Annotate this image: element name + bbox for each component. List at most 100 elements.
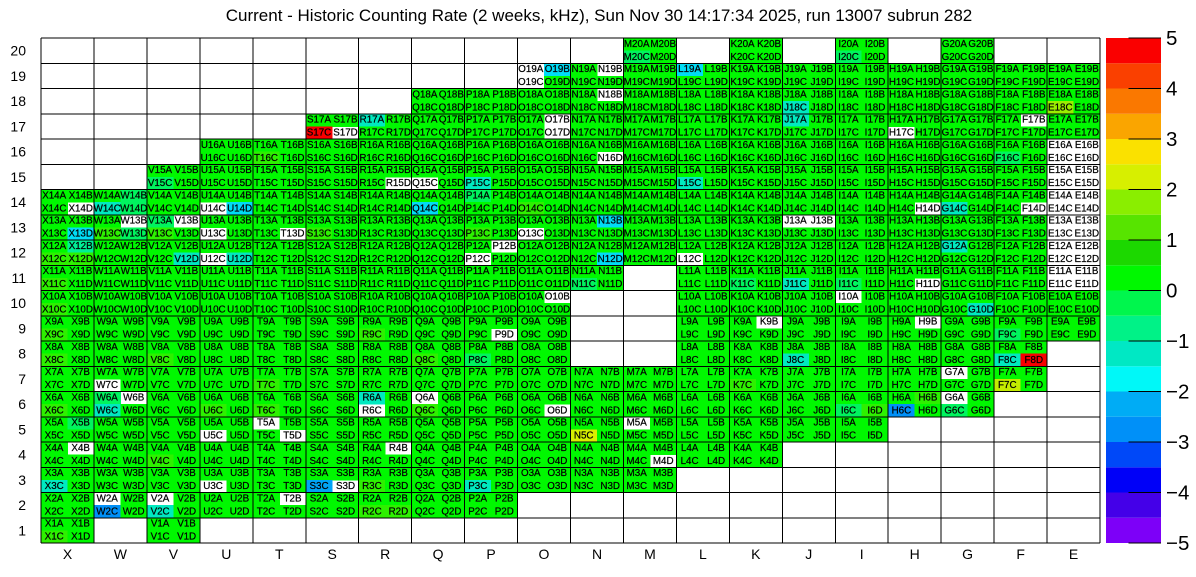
svg-text:F9C: F9C — [998, 330, 1017, 341]
svg-text:Current - Historic Counting Ra: Current - Historic Counting Rate (2 week… — [226, 6, 973, 25]
svg-text:M20B: M20B — [650, 39, 676, 50]
svg-text:P15B: P15B — [492, 165, 516, 176]
svg-text:K6C: K6C — [733, 405, 752, 416]
svg-text:O13A: O13A — [518, 216, 544, 227]
svg-text:G9A: G9A — [945, 317, 965, 328]
svg-text:T13A: T13A — [254, 216, 278, 227]
svg-text:I17D: I17D — [865, 128, 886, 139]
svg-text:Q10A: Q10A — [412, 291, 438, 302]
svg-text:R7C: R7C — [362, 380, 382, 391]
svg-text:N13C: N13C — [571, 229, 596, 240]
svg-text:P4C: P4C — [468, 456, 487, 467]
svg-text:R7D: R7D — [389, 380, 409, 391]
svg-text:X14C: X14C — [42, 203, 67, 214]
svg-text:F19B: F19B — [1022, 64, 1046, 75]
svg-text:S4D: S4D — [336, 456, 355, 467]
svg-text:H14C: H14C — [889, 203, 914, 214]
svg-text:M4C: M4C — [626, 456, 647, 467]
svg-text:S13A: S13A — [307, 216, 331, 227]
svg-text:J15D: J15D — [811, 178, 834, 189]
svg-text:X5C: X5C — [45, 431, 64, 442]
svg-text:O17D: O17D — [545, 128, 571, 139]
svg-text:Q12D: Q12D — [439, 254, 465, 265]
svg-text:T16D: T16D — [281, 153, 305, 164]
svg-text:H11D: H11D — [916, 279, 940, 290]
svg-text:O14C: O14C — [518, 203, 544, 214]
svg-text:S12A: S12A — [307, 241, 331, 252]
svg-text:W9C: W9C — [96, 330, 118, 341]
svg-text:S13D: S13D — [333, 229, 358, 240]
svg-text:I20B: I20B — [865, 39, 886, 50]
svg-text:F10B: F10B — [1022, 291, 1046, 302]
svg-text:3: 3 — [18, 472, 26, 488]
svg-text:F17B: F17B — [1022, 115, 1046, 126]
svg-text:F13D: F13D — [1022, 229, 1046, 240]
svg-text:P2C: P2C — [468, 506, 487, 517]
svg-text:F17A: F17A — [996, 115, 1020, 126]
svg-text:M7B: M7B — [653, 367, 674, 378]
svg-text:Q3C: Q3C — [415, 481, 435, 492]
svg-text:J6D: J6D — [813, 405, 830, 416]
svg-text:T11B: T11B — [281, 266, 304, 277]
svg-text:W4A: W4A — [97, 443, 119, 454]
svg-text:S8D: S8D — [336, 355, 355, 366]
svg-text:S7D: S7D — [336, 380, 355, 391]
svg-text:Q16B: Q16B — [439, 140, 465, 151]
svg-text:I10C: I10C — [838, 304, 859, 315]
svg-text:K9A: K9A — [733, 317, 752, 328]
svg-text:M12B: M12B — [650, 241, 676, 252]
svg-text:J6B: J6B — [814, 392, 831, 403]
svg-text:W3A: W3A — [97, 468, 119, 479]
svg-text:M17D: M17D — [650, 128, 676, 139]
svg-text:J18A: J18A — [784, 89, 807, 100]
svg-text:M20C: M20C — [624, 52, 650, 63]
svg-text:K10D: K10D — [757, 304, 782, 315]
svg-text:7: 7 — [18, 371, 26, 387]
svg-text:L19C: L19C — [678, 77, 701, 88]
svg-text:O8C: O8C — [521, 355, 541, 366]
svg-text:H10D: H10D — [915, 304, 940, 315]
svg-text:R2D: R2D — [389, 506, 409, 517]
svg-text:J18C: J18C — [784, 102, 807, 113]
svg-text:S5D: S5D — [336, 431, 355, 442]
svg-text:F18B: F18B — [1022, 89, 1046, 100]
svg-text:F7C: F7C — [998, 380, 1017, 391]
svg-text:K20B: K20B — [757, 39, 781, 50]
svg-text:O16A: O16A — [518, 140, 544, 151]
svg-text:R4D: R4D — [389, 456, 409, 467]
svg-text:I10A: I10A — [838, 291, 859, 302]
svg-text:T5C: T5C — [257, 431, 276, 442]
svg-text:W10B: W10B — [120, 291, 147, 302]
svg-text:L6A: L6A — [681, 392, 699, 403]
svg-text:I19D: I19D — [865, 77, 886, 88]
svg-text:T4D: T4D — [283, 456, 302, 467]
svg-text:H19B: H19B — [916, 64, 941, 75]
svg-text:K20A: K20A — [731, 39, 755, 50]
svg-text:T2D: T2D — [283, 506, 302, 517]
svg-text:L7A: L7A — [681, 367, 699, 378]
svg-text:R13C: R13C — [359, 229, 384, 240]
svg-text:X4A: X4A — [45, 443, 64, 454]
svg-text:S9C: S9C — [309, 330, 328, 341]
svg-text:N6C: N6C — [574, 405, 594, 416]
svg-text:H16D: H16D — [915, 153, 940, 164]
svg-text:P5B: P5B — [495, 418, 514, 429]
svg-text:S4C: S4C — [309, 456, 328, 467]
svg-text:M4B: M4B — [653, 443, 674, 454]
svg-text:H12A: H12A — [889, 241, 914, 252]
svg-text:R12D: R12D — [386, 254, 411, 265]
svg-text:E13A: E13A — [1048, 216, 1072, 227]
svg-text:I11D: I11D — [865, 279, 885, 290]
svg-text:U7B: U7B — [230, 367, 250, 378]
svg-text:J5C: J5C — [787, 431, 804, 442]
svg-text:19: 19 — [10, 68, 26, 84]
svg-text:G20D: G20D — [968, 52, 994, 63]
svg-text:E19A: E19A — [1048, 64, 1072, 75]
svg-text:G16B: G16B — [968, 140, 994, 151]
svg-text:N19B: N19B — [598, 64, 623, 75]
svg-text:F18A: F18A — [996, 89, 1020, 100]
svg-text:H11A: H11A — [890, 266, 914, 277]
svg-text:K20C: K20C — [730, 52, 755, 63]
svg-text:K18A: K18A — [731, 89, 755, 100]
svg-text:V9A: V9A — [151, 317, 170, 328]
